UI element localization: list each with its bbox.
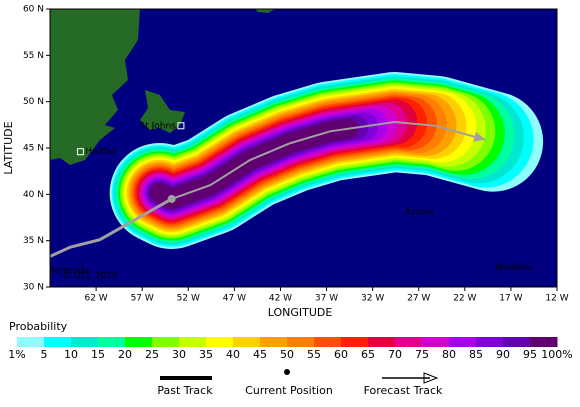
land	[50, 9, 140, 165]
colorbar-cell	[44, 337, 72, 347]
y-tick-label: 40 N	[23, 190, 44, 200]
x-tick-label: 47 W	[223, 294, 246, 304]
y-tick-label: 60 N	[23, 5, 44, 15]
colorbar-label: 100%	[541, 348, 572, 361]
legend-forecast-arrow	[423, 372, 439, 384]
x-tick-label: 42 W	[269, 294, 292, 304]
colorbar-cell	[125, 337, 153, 347]
past-track	[50, 197, 173, 258]
place-label: St Johns	[140, 121, 177, 131]
colorbar-cell	[530, 337, 558, 347]
colorbar-label: 65	[361, 348, 375, 361]
colorbar-cell	[449, 337, 477, 347]
place-marker	[177, 122, 185, 130]
colorbar-label: 30	[172, 348, 186, 361]
colorbar-cell	[152, 337, 180, 347]
colorbar-cell	[17, 337, 45, 347]
y-axis-title: LATITUDE	[2, 121, 15, 174]
colorbar-cell	[341, 337, 369, 347]
forecast-arrowhead	[473, 131, 486, 142]
legend-label: Past Track	[157, 384, 213, 397]
y-tick-label: 35 N	[23, 236, 44, 246]
colorbar-label: 75	[415, 348, 429, 361]
x-tick-label: 27 W	[407, 294, 430, 304]
colorbar-label: 50	[280, 348, 294, 361]
colorbar-cell	[368, 337, 396, 347]
current-position	[167, 194, 176, 203]
colorbar-label: 15	[91, 348, 105, 361]
colorbar-cell	[476, 337, 504, 347]
x-tick-label: 22 W	[453, 294, 476, 304]
colorbar-cell	[260, 337, 288, 347]
x-tick-label: 37 W	[315, 294, 338, 304]
legend-label: Forecast Track	[364, 384, 443, 397]
colorbar-label: 25	[145, 348, 159, 361]
place-label: Bermuda	[48, 266, 89, 276]
colorbar-label: 55	[307, 348, 321, 361]
copyright: © UCL 2023	[62, 272, 118, 282]
y-tick-label: 45 N	[23, 144, 44, 154]
colorbar-label: 70	[388, 348, 402, 361]
colorbar-label: 80	[442, 348, 456, 361]
y-tick-label: 55 N	[23, 51, 44, 61]
colorbar-cell	[422, 337, 450, 347]
x-tick-label: 12 W	[545, 294, 568, 304]
colorbar-label: 1%	[8, 348, 25, 361]
colorbar-cell	[206, 337, 234, 347]
colorbar-cell	[395, 337, 423, 347]
place-label: Madeira	[496, 263, 532, 273]
x-tick-label: 62 W	[84, 294, 107, 304]
colorbar-label: 5	[41, 348, 48, 361]
colorbar-label: 10	[64, 348, 78, 361]
colorbar-label: 45	[253, 348, 267, 361]
forecast-track	[171, 121, 486, 200]
colorbar-label: 90	[496, 348, 510, 361]
colorbar-cell	[287, 337, 315, 347]
colorbar-label: 20	[118, 348, 132, 361]
y-tick-label: 50 N	[23, 97, 44, 107]
colorbar-cell	[503, 337, 531, 347]
x-axis-title: LONGITUDE	[268, 306, 333, 319]
place-label: Halifax	[85, 147, 117, 157]
y-tick-label: 30 N	[23, 283, 44, 293]
colorbar-label: 85	[469, 348, 483, 361]
x-tick-label: 17 W	[499, 294, 522, 304]
land	[255, 9, 275, 13]
colorbar-cell	[314, 337, 342, 347]
legend-label: Current Position	[245, 384, 333, 397]
x-tick-label: 52 W	[177, 294, 200, 304]
colorbar-cell	[98, 337, 126, 347]
colorbar-title: Probability	[9, 320, 68, 333]
colorbar-label: 35	[199, 348, 213, 361]
x-tick-label: 57 W	[131, 294, 154, 304]
x-tick-label: 32 W	[361, 294, 384, 304]
place-marker	[76, 148, 84, 156]
plot-area: St Johns Halifax Azores Bermuda Madeira © UCL…	[48, 9, 544, 282]
colorbar-label: 60	[334, 348, 348, 361]
colorbar-label: 40	[226, 348, 240, 361]
colorbar-cell	[233, 337, 261, 347]
colorbar-label: 95	[523, 348, 537, 361]
legend-position-dot	[284, 369, 290, 375]
place-label: Azores	[405, 207, 435, 217]
land	[140, 90, 185, 133]
colorbar-cell	[71, 337, 99, 347]
colorbar-cell	[179, 337, 207, 347]
